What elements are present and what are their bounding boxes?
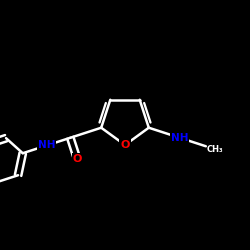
- Text: CH₃: CH₃: [207, 145, 224, 154]
- Text: O: O: [72, 154, 82, 164]
- Text: O: O: [120, 140, 130, 150]
- Text: NH: NH: [38, 140, 55, 150]
- Text: NH: NH: [171, 133, 188, 143]
